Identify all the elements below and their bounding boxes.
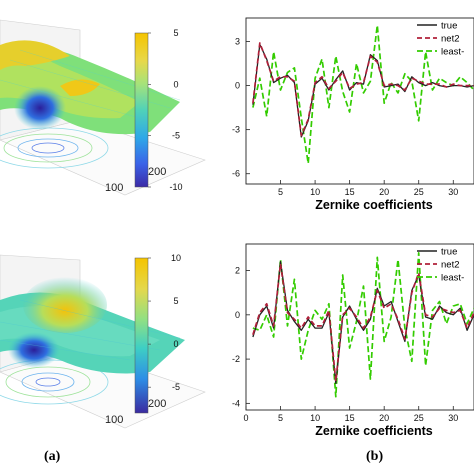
- surface-plot-bottom: [0, 254, 206, 429]
- axis-tick-label: 200: [148, 398, 166, 410]
- colorbar: [134, 257, 149, 414]
- series-line-net2: [252, 263, 474, 383]
- plot-frame: [245, 17, 474, 185]
- y-tick-label: 0: [235, 81, 240, 91]
- x-tick-label: 25: [414, 413, 424, 423]
- axis-tick-label: 100: [105, 182, 123, 194]
- series-line-least: [252, 24, 474, 165]
- x-tick-label: 20: [379, 187, 389, 197]
- x-tick-label: 15: [345, 413, 355, 423]
- x-tick-label: 25: [414, 187, 424, 197]
- series-line-least: [252, 252, 474, 398]
- legend-label: least-: [441, 273, 464, 284]
- legend-label: least-: [441, 47, 464, 58]
- x-tick-label: 30: [448, 187, 458, 197]
- legend-label: net2: [441, 34, 460, 45]
- x-tick-label: 0: [243, 413, 248, 423]
- x-tick-label: 20: [379, 413, 389, 423]
- y-tick-label: 2: [235, 266, 240, 276]
- colorbar-tick-label: 10: [171, 253, 181, 263]
- colorbar: [134, 32, 149, 188]
- y-tick-label: 0: [235, 310, 240, 320]
- colorbar-tick-label: 5: [173, 296, 178, 306]
- colorbar-tick-label: 0: [173, 79, 178, 89]
- colorbar-tick-label: -5: [172, 382, 180, 392]
- panel-label-a: (a): [44, 449, 61, 464]
- colorbar-ticks: 5 0 -5 -10: [148, 28, 183, 192]
- legend-label: true: [441, 247, 457, 258]
- colorbar-tick-label: -5: [172, 131, 180, 141]
- x-tick-label: 10: [310, 413, 320, 423]
- x-axis-label: Zernike coefficients: [315, 198, 432, 212]
- x-axis-label: Zernike coefficients: [315, 424, 432, 438]
- plot-frame: [245, 243, 474, 411]
- line-chart-bottom: 20-2-40 5 10 15 20 25 30truenet2least-Zernike …: [232, 243, 474, 438]
- legend: true net2 least-: [417, 21, 464, 58]
- colorbar-ticks: 10 5 0 -5: [148, 253, 181, 392]
- x-tick-label: 5: [278, 187, 283, 197]
- x-tick-label: 10: [310, 187, 320, 197]
- series-line-true: [252, 43, 474, 138]
- colorbar-tick-label: 0: [173, 339, 178, 349]
- y-tick-label: -2: [232, 354, 240, 364]
- legend: true net2 least-: [417, 247, 464, 284]
- y-tick-label: -3: [232, 125, 240, 135]
- legend-label: net2: [441, 260, 460, 271]
- legend-label: true: [441, 21, 457, 32]
- colorbar-tick-label: -10: [169, 182, 182, 192]
- colorbar-tick-label: 5: [173, 28, 178, 38]
- x-tick-label: 5: [278, 413, 283, 423]
- y-tick-label: -4: [232, 398, 240, 408]
- axis-tick-label: 100: [105, 414, 123, 426]
- y-tick-label: 3: [235, 37, 240, 47]
- series-line-net2: [252, 42, 474, 137]
- panel-label-b: (b): [366, 449, 383, 464]
- surface-plot-top: [0, 19, 206, 196]
- axis-tick-label: 200: [148, 166, 166, 178]
- x-tick-label: 30: [448, 413, 458, 423]
- y-tick-label: -6: [232, 169, 240, 179]
- x-tick-label: 15: [345, 187, 355, 197]
